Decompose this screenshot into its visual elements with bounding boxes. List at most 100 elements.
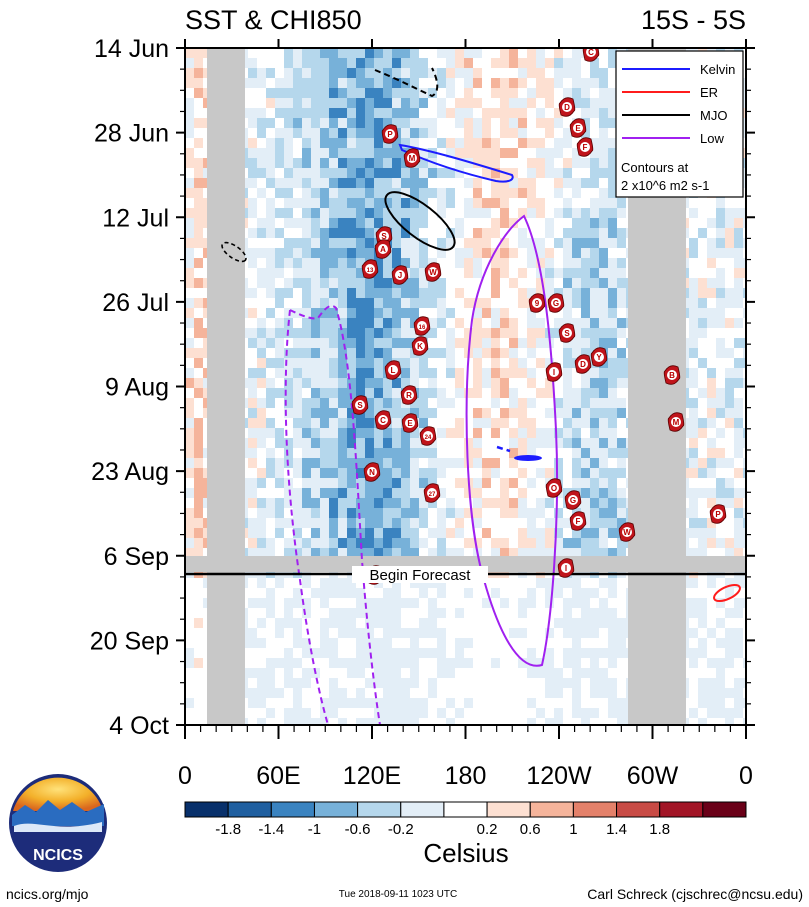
heat-cell — [509, 208, 519, 219]
heat-cell — [383, 698, 393, 709]
heat-cell — [311, 258, 321, 269]
heat-cell — [482, 428, 492, 439]
heat-cell — [257, 638, 267, 649]
heat-cell — [464, 678, 474, 689]
heat-cell — [419, 118, 429, 129]
heat-cell — [374, 518, 384, 529]
heat-cell — [716, 658, 726, 669]
heat-cell — [563, 228, 573, 239]
heat-cell — [374, 478, 384, 489]
heat-cell — [527, 468, 537, 479]
heat-cell — [329, 458, 339, 469]
heat-cell — [302, 578, 312, 589]
heat-cell — [491, 58, 501, 69]
heat-cell — [590, 528, 600, 539]
heat-cell — [554, 288, 564, 299]
heat-cell — [572, 618, 582, 629]
heat-cell — [392, 518, 402, 529]
heat-cell — [320, 538, 330, 549]
heat-cell — [482, 668, 492, 679]
heat-cell — [572, 108, 582, 119]
heat-cell — [248, 278, 258, 289]
heat-cell — [284, 638, 294, 649]
heat-cell — [410, 528, 420, 539]
heat-cell — [446, 318, 456, 329]
heat-cell — [248, 438, 258, 449]
heat-cell — [725, 228, 735, 239]
heat-cell — [581, 68, 591, 79]
heat-cell — [554, 98, 564, 109]
heat-cell — [401, 58, 411, 69]
heat-cell — [347, 548, 357, 559]
heat-cell — [545, 348, 555, 359]
heat-cell — [455, 218, 465, 229]
heat-cell — [257, 438, 267, 449]
heat-cell — [509, 658, 519, 669]
heat-cell — [356, 188, 366, 199]
heat-cell — [455, 638, 465, 649]
heat-cell — [590, 208, 600, 219]
heat-cell — [338, 178, 348, 189]
heat-cell — [383, 638, 393, 649]
heat-cell — [311, 308, 321, 319]
heat-cell — [437, 668, 447, 679]
heat-cell — [383, 598, 393, 609]
heat-cell — [185, 298, 195, 309]
heat-cell — [257, 688, 267, 699]
heat-cell — [707, 578, 717, 589]
heat-cell — [536, 418, 546, 429]
heat-cell — [329, 378, 339, 389]
heat-cell — [293, 478, 303, 489]
storm-marker: 24 — [419, 426, 437, 446]
heat-cell — [410, 508, 420, 519]
heat-cell — [590, 338, 600, 349]
heat-cell — [599, 248, 609, 259]
heat-cell — [428, 518, 438, 529]
heat-cell — [383, 48, 393, 59]
heat-cell — [500, 458, 510, 469]
heat-cell — [743, 588, 746, 599]
heat-cell — [689, 388, 699, 399]
heat-cell — [275, 68, 285, 79]
heat-cell — [581, 608, 591, 619]
heat-cell — [716, 548, 726, 559]
heat-cell — [401, 48, 411, 59]
storm-eye — [551, 298, 561, 308]
heat-cell — [491, 488, 501, 499]
heat-cell — [707, 298, 717, 309]
heat-cell — [608, 498, 618, 509]
heat-cell — [554, 438, 564, 449]
heat-cell — [347, 518, 357, 529]
heat-cell — [419, 638, 429, 649]
heat-cell — [428, 378, 438, 389]
heat-cell — [320, 58, 330, 69]
heat-cell — [311, 178, 321, 189]
heat-cell — [419, 78, 429, 89]
heat-cell — [275, 528, 285, 539]
heat-cell — [275, 668, 285, 679]
heat-cell — [284, 648, 294, 659]
heat-cell — [545, 518, 555, 529]
heat-cell — [419, 248, 429, 259]
heat-cell — [257, 628, 267, 639]
storm-marker: P — [381, 124, 399, 144]
heat-cell — [491, 718, 501, 725]
heat-cell — [743, 708, 746, 719]
heat-cell — [185, 198, 195, 209]
heat-cell — [275, 198, 285, 209]
heat-cell — [419, 478, 429, 489]
heat-cell — [257, 318, 267, 329]
heat-cell — [401, 108, 411, 119]
heat-cell — [545, 318, 555, 329]
heat-cell — [689, 228, 699, 239]
heat-cell — [410, 208, 420, 219]
heat-cell — [437, 578, 447, 589]
heat-cell — [527, 398, 537, 409]
heat-cell — [617, 628, 627, 639]
heat-cell — [716, 488, 726, 499]
heat-cell — [599, 368, 609, 379]
heat-cell — [473, 688, 483, 699]
heat-cell — [185, 268, 195, 279]
heat-cell — [617, 598, 627, 609]
heat-cell — [383, 648, 393, 659]
